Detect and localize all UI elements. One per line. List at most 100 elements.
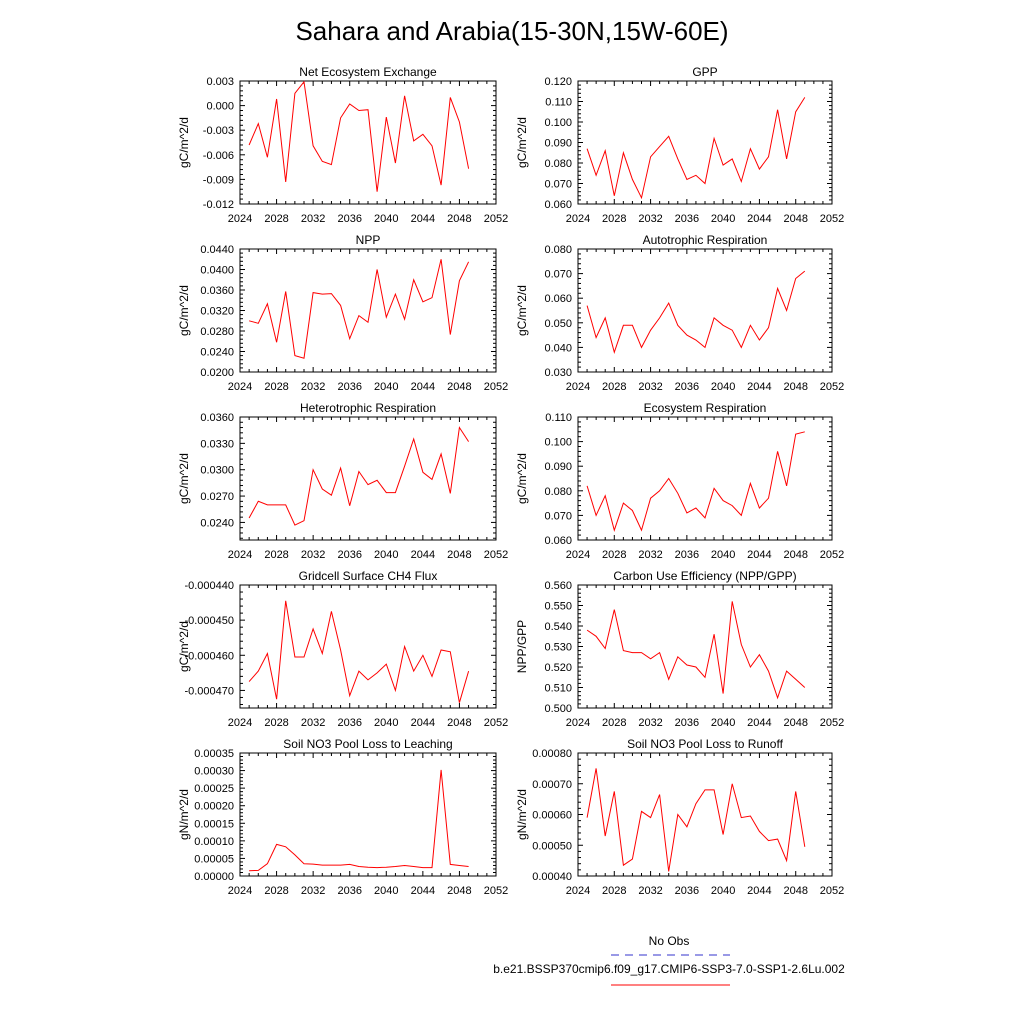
x-tick-label: 2052 (820, 213, 844, 225)
x-tick-label: 2036 (675, 885, 699, 897)
y-tick-label: 0.560 (544, 580, 572, 592)
series-line (586, 97, 806, 200)
x-tick-label: 2048 (783, 381, 807, 393)
chart-panel: Heterotrophic Respiration gC/m^2/d 2024 202… (177, 401, 508, 561)
y-tick-label: 0.060 (544, 293, 572, 305)
x-tick-label: 2036 (675, 717, 699, 729)
x-tick-label: 2048 (447, 213, 471, 225)
plot-frame (577, 752, 833, 877)
y-tick-label: 0.030 (544, 367, 572, 379)
x-tick-label: 2040 (711, 549, 735, 561)
x-tick-label: 2044 (411, 717, 435, 729)
x-tick-label: 2028 (602, 381, 626, 393)
series-line (586, 270, 806, 355)
y-tick-label: -0.000460 (184, 650, 234, 662)
x-tick-label: 2032 (638, 381, 662, 393)
plot-frame (239, 80, 497, 205)
chart-panel: Autotrophic Respiration gC/m^2/d 2024 2028 2… (515, 233, 844, 393)
series-line (586, 768, 806, 872)
y-tick-label: 0.510 (544, 683, 572, 695)
y-tick-label: 0.060 (544, 199, 572, 211)
y-tick-label: 0.00035 (194, 748, 234, 760)
x-tick-label: 2036 (675, 549, 699, 561)
chart-panel: GPP gC/m^2/d 2024 2028 2032 2036 2040 2044 2048 2… (515, 65, 844, 225)
x-tick-label: 2036 (337, 381, 361, 393)
y-tick-label: 0.00030 (194, 766, 234, 778)
y-axis-label: gC/m^2/d (177, 285, 191, 336)
y-tick-label: -0.006 (203, 150, 234, 162)
x-tick-label: 2044 (411, 885, 435, 897)
y-tick-label: 0.540 (544, 621, 572, 633)
x-tick-label: 2044 (747, 549, 771, 561)
y-tick-label: -0.009 (203, 174, 234, 186)
y-tick-label: 0.070 (544, 179, 572, 191)
x-tick-label: 2028 (264, 381, 288, 393)
x-tick-label: 2024 (566, 381, 590, 393)
chart-title: Net Ecosystem Exchange (299, 65, 437, 79)
y-tick-label: 0.070 (544, 510, 572, 522)
chart-title: Soil NO3 Pool Loss to Leaching (283, 737, 452, 751)
y-tick-label: -0.003 (203, 125, 234, 137)
x-tick-label: 2044 (747, 381, 771, 393)
x-tick-label: 2028 (602, 213, 626, 225)
chart-panels: Net Ecosystem Exchange gC/m^2/d 2024 2028 20… (177, 65, 844, 897)
y-tick-label: 0.550 (544, 601, 572, 613)
x-tick-label: 2024 (228, 885, 252, 897)
y-tick-label: 0.070 (544, 269, 572, 281)
y-tick-label: 0.000 (206, 101, 234, 113)
y-tick-label: 0.080 (544, 244, 572, 256)
y-axis-label: gC/m^2/d (177, 453, 191, 504)
y-tick-label: 0.003 (206, 76, 234, 88)
y-tick-label: 0.050 (544, 318, 572, 330)
y-tick-label: 0.120 (544, 76, 572, 88)
x-tick-label: 2036 (675, 213, 699, 225)
chart-panel: Soil NO3 Pool Loss to Runoff gN/m^2/d 2024… (515, 737, 844, 897)
y-tick-label: 0.00020 (194, 801, 234, 813)
x-tick-label: 2048 (783, 549, 807, 561)
x-tick-label: 2032 (638, 213, 662, 225)
x-tick-label: 2040 (374, 213, 398, 225)
x-tick-label: 2028 (602, 717, 626, 729)
y-tick-label: 0.0330 (200, 438, 234, 450)
x-tick-label: 2036 (337, 549, 361, 561)
y-tick-label: 0.00080 (532, 748, 572, 760)
y-tick-label: 0.00040 (532, 871, 572, 883)
x-tick-label: 2036 (337, 885, 361, 897)
legend-label-model-run: b.e21.BSSP370cmip6.f09_g17.CMIP6-SSP3-7.… (493, 962, 845, 976)
y-tick-label: -0.000470 (184, 685, 234, 697)
x-tick-label: 2052 (484, 885, 508, 897)
y-tick-label: 0.080 (544, 158, 572, 170)
x-tick-label: 2024 (566, 717, 590, 729)
page-title: Sahara and Arabia(15-30N,15W-60E) (295, 16, 728, 46)
chart-panel: Net Ecosystem Exchange gC/m^2/d 2024 2028 20… (177, 65, 508, 225)
x-tick-label: 2052 (484, 549, 508, 561)
plot-frame (577, 584, 833, 709)
series-line (248, 80, 470, 192)
plot-frame (239, 248, 497, 373)
y-tick-label: 0.080 (544, 486, 572, 498)
y-tick-label: 0.0360 (200, 412, 234, 424)
y-axis-label: gC/m^2/d (515, 117, 529, 168)
y-axis-label: gC/m^2/d (177, 621, 191, 672)
chart-title: Gridcell Surface CH4 Flux (299, 569, 438, 583)
x-tick-label: 2048 (447, 717, 471, 729)
chart-title: Carbon Use Efficiency (NPP/GPP) (613, 569, 796, 583)
x-tick-label: 2052 (820, 549, 844, 561)
x-tick-label: 2048 (783, 213, 807, 225)
chart-title: Autotrophic Respiration (643, 233, 768, 247)
y-tick-label: 0.090 (544, 138, 572, 150)
y-tick-label: 0.530 (544, 642, 572, 654)
x-tick-label: 2032 (638, 717, 662, 729)
x-tick-label: 2040 (711, 885, 735, 897)
x-tick-label: 2052 (820, 717, 844, 729)
x-tick-label: 2048 (783, 717, 807, 729)
plot-frame (239, 416, 497, 541)
y-tick-label: -0.000450 (184, 615, 234, 627)
y-tick-label: 0.00010 (194, 836, 234, 848)
y-tick-label: 0.00000 (194, 871, 234, 883)
chart-panel: Soil NO3 Pool Loss to Leaching gN/m^2/d 20… (177, 737, 508, 897)
x-tick-label: 2040 (374, 381, 398, 393)
series-line (248, 259, 470, 359)
x-tick-label: 2028 (264, 213, 288, 225)
y-tick-label: 0.0440 (200, 244, 234, 256)
